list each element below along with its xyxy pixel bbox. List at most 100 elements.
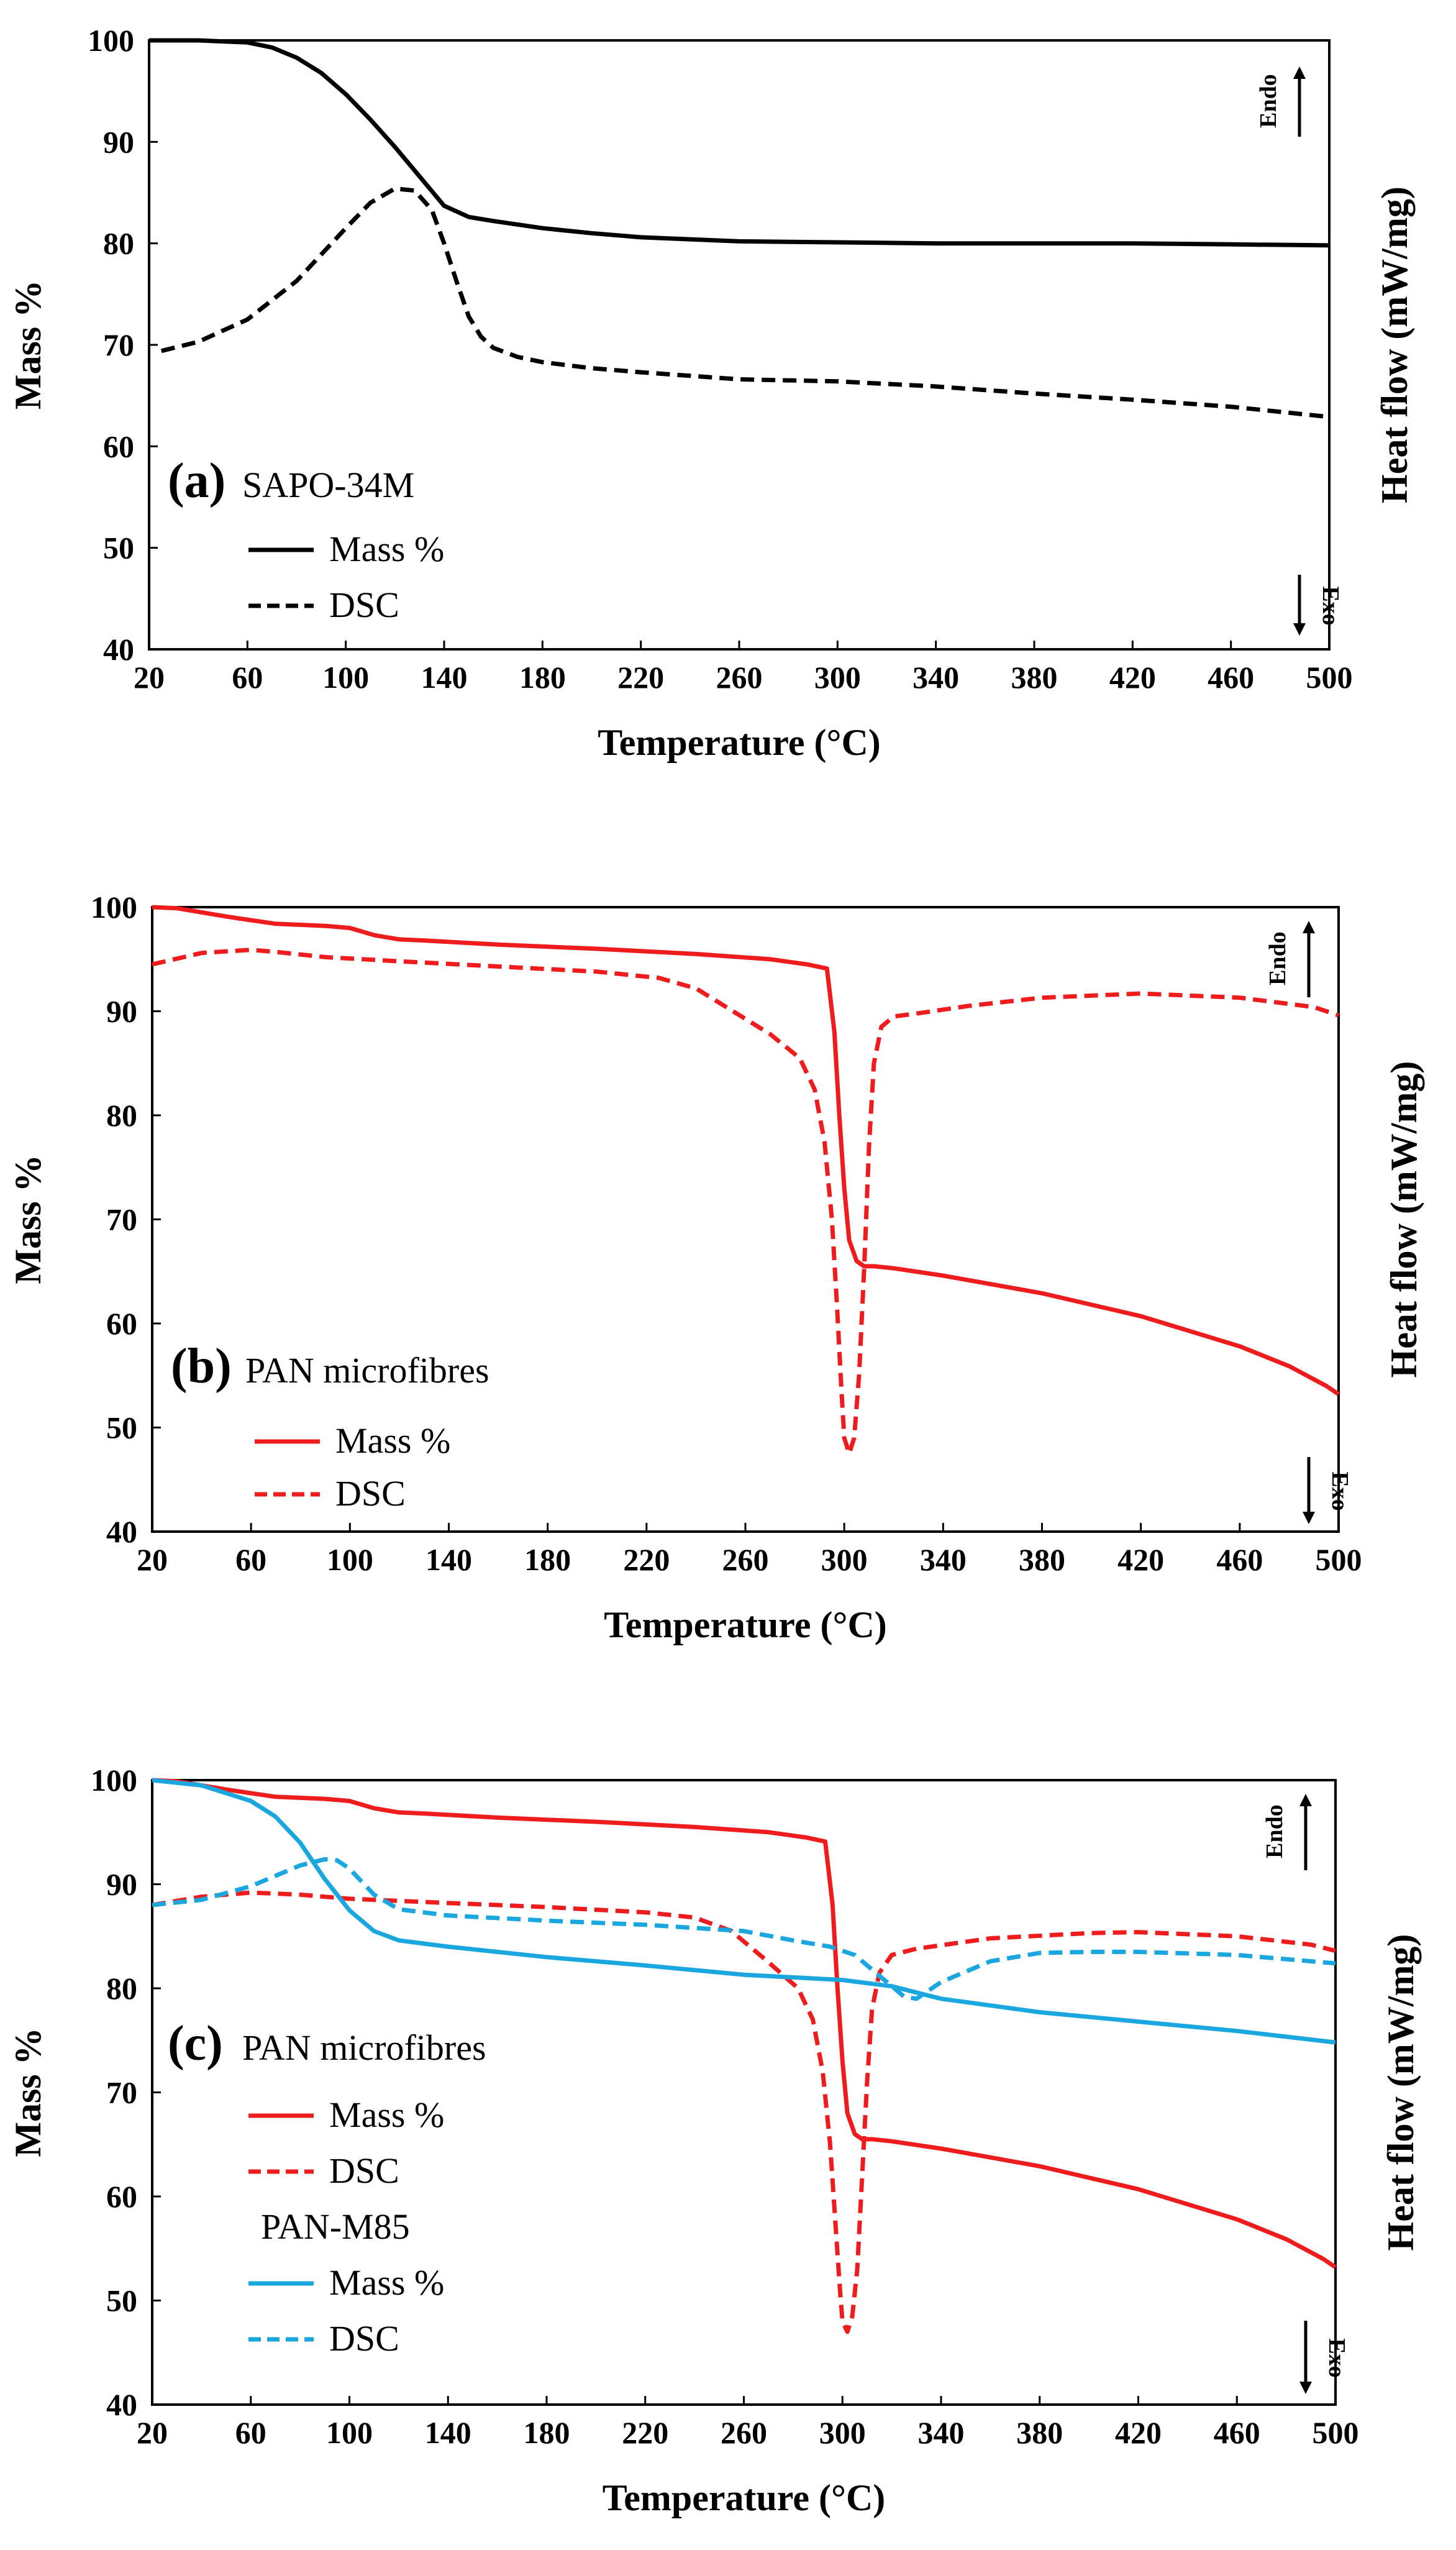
y-tick-label: 40 [106,1514,137,1549]
y-tick-label: 60 [106,1306,137,1341]
y-tick-label: 50 [103,531,134,565]
legend-label: Mass % [329,2262,444,2303]
x-tick-label: 140 [425,1542,472,1577]
x-tick-label: 300 [814,660,861,695]
plot-frame [148,39,1331,651]
x-tick-label: 180 [519,660,566,695]
sample-label: PAN microfibres [245,1350,489,1391]
sample-label: SAPO-34M [242,465,414,505]
x-tick-label: 500 [1316,1542,1362,1577]
x-tick-label: 420 [1109,660,1156,695]
legend-label: Mass % [329,2095,444,2135]
x-tick-label: 60 [235,1542,266,1577]
series-line [152,1778,1336,2045]
legend-label: Mass % [335,1420,450,1461]
y-tick-label: 90 [106,994,137,1029]
x-tick-label: 340 [918,2415,965,2450]
y-tick-label: 100 [88,23,134,58]
x-tick-label: 20 [134,660,165,695]
y-tick-label: 70 [106,2075,137,2110]
y-tick-label: 100 [91,1763,137,1798]
y-tick-label: 90 [103,124,134,159]
legend-label: DSC [329,2150,399,2191]
exo-label: Exo [1317,586,1344,625]
endo-label: Endo [1255,74,1281,128]
y-tick-label: 40 [106,2387,137,2422]
x-tick-label: 60 [232,660,263,695]
x-tick-label: 60 [235,2415,266,2450]
x-tick-label: 100 [326,2415,373,2450]
x-tick-label: 220 [622,2415,668,2450]
series-line [152,1890,1336,2334]
y2-axis-title: Heat flow (mW/mg) [1380,1934,1421,2251]
x-axis-title: Temperature (°C) [604,1604,887,1645]
x-tick-label: 340 [920,1542,967,1577]
x-tick-label: 300 [821,1542,868,1577]
y2-axis-title: Heat flow (mW/mg) [1383,1061,1424,1378]
y2-axis-title: Heat flow (mW/mg) [1374,186,1415,503]
x-tick-label: 140 [425,2415,471,2450]
series-line [152,948,1340,1456]
y-axis-title: Mass % [7,280,48,409]
y-tick-label: 100 [91,890,137,925]
plot-frame [151,906,1340,1533]
x-tick-label: 260 [722,1542,769,1577]
x-tick-label: 20 [137,2415,168,2450]
y-tick-label: 80 [106,1971,137,2006]
x-tick-label: 220 [617,660,664,695]
sample-label: PAN microfibres [242,2027,486,2068]
y-tick-label: 40 [103,632,134,667]
y-axis-title: Mass % [7,1154,48,1284]
x-tick-label: 260 [721,2415,767,2450]
panel-letter: (a) [168,454,225,508]
x-tick-label: 500 [1313,2415,1359,2450]
exo-label: Exo [1324,2338,1350,2377]
sample-label-2: PAN-M85 [261,2206,410,2247]
x-tick-label: 420 [1115,2415,1162,2450]
y-tick-label: 50 [106,1410,137,1445]
x-tick-label: 100 [322,660,369,695]
x-tick-label: 460 [1214,2415,1260,2450]
y-axis-title: Mass % [7,2027,48,2157]
x-tick-label: 180 [524,1542,571,1577]
x-tick-label: 300 [819,2415,866,2450]
legend-label: Mass % [329,529,444,569]
series-line [160,186,1330,419]
x-tick-label: 20 [137,1542,168,1577]
y-tick-label: 60 [103,429,134,464]
y-tick-label: 50 [106,2283,137,2318]
x-tick-label: 380 [1016,2415,1063,2450]
legend-label: DSC [335,1473,406,1514]
x-tick-label: 220 [623,1542,670,1577]
series-line [152,1778,1337,2269]
y-tick-label: 90 [106,1867,137,1902]
x-tick-label: 460 [1216,1542,1263,1577]
x-tick-label: 180 [524,2415,570,2450]
panel-letter: (b) [171,1339,232,1394]
y-tick-label: 70 [106,1202,137,1237]
x-tick-label: 460 [1208,660,1254,695]
x-tick-label: 260 [716,660,763,695]
x-tick-label: 500 [1306,660,1353,695]
plot-frame [151,1779,1337,2406]
exo-label: Exo [1327,1471,1353,1510]
x-axis-title: Temperature (°C) [598,722,881,763]
x-tick-label: 340 [912,660,959,695]
series-line [152,1857,1336,2001]
x-tick-label: 140 [421,660,468,695]
x-tick-label: 100 [327,1542,373,1577]
y-tick-label: 70 [103,327,134,362]
y-tick-label: 80 [106,1098,137,1133]
y-tick-label: 60 [106,2179,137,2214]
series-line [149,38,1330,248]
x-tick-label: 380 [1011,660,1058,695]
panel-c: 20 60 100 140 180 220 260 300 340 380 420 460 500 40 5… [7,1763,1421,2518]
panel-a: 20 60 100 140 180 220 260 300 340 380 420 460 500 40 5… [7,23,1415,763]
endo-label: Endo [1262,1804,1288,1858]
y-tick-label: 80 [103,226,134,261]
panel-b: 20 60 100 140 180 220 260 300 340 380 420 460 500 40 5… [7,890,1424,1645]
legend-label: DSC [329,585,399,625]
x-tick-label: 380 [1019,1542,1065,1577]
x-tick-label: 420 [1117,1542,1164,1577]
